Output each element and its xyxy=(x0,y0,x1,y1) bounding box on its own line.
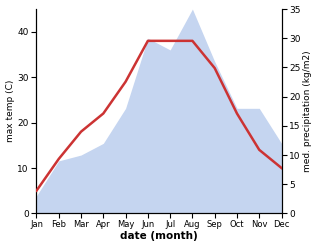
X-axis label: date (month): date (month) xyxy=(120,231,198,242)
Y-axis label: med. precipitation (kg/m2): med. precipitation (kg/m2) xyxy=(303,50,313,172)
Y-axis label: max temp (C): max temp (C) xyxy=(5,80,15,143)
